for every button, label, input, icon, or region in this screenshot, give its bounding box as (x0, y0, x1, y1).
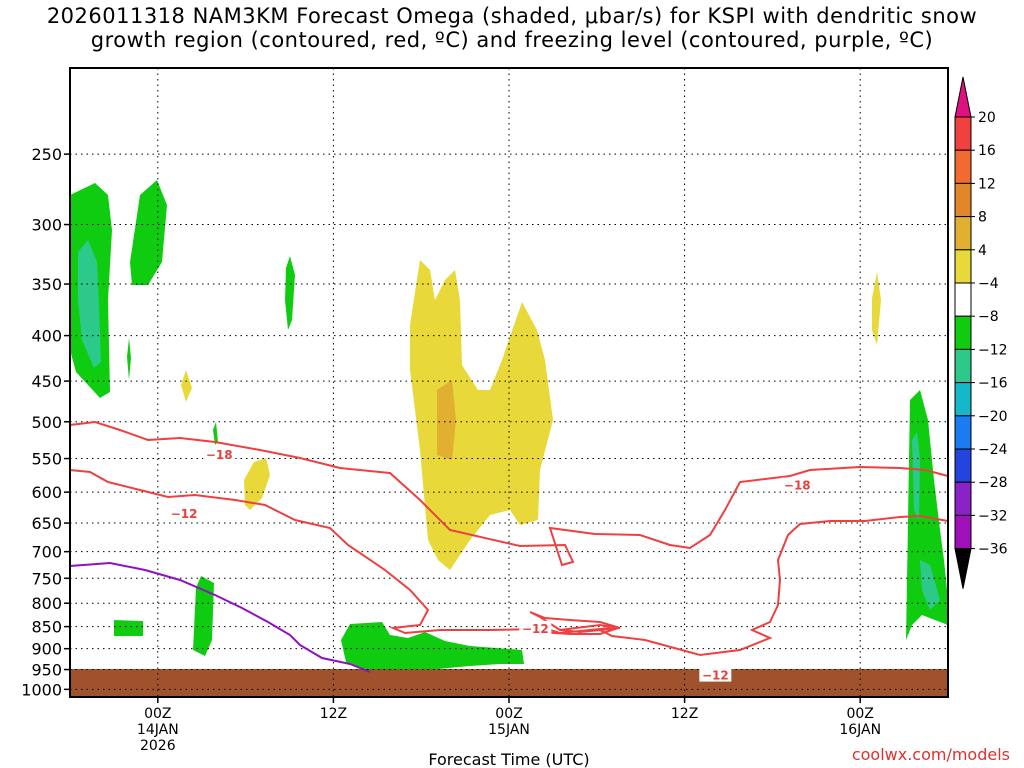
y-tick-label: 700 (31, 543, 62, 562)
omega-shade-area (920, 560, 940, 610)
title-line-2: growth region (contoured, red, ºC) and f… (90, 28, 934, 52)
y-tick-label: 800 (31, 594, 62, 613)
y-tick-label: 750 (31, 569, 62, 588)
x-tick-label: 2026 (140, 738, 176, 754)
y-tick-label: 1000 (21, 680, 62, 699)
colorbar-arrow-top (954, 76, 972, 118)
freezing-level-contour (69, 561, 371, 673)
x-axis-title: Forecast Time (UTC) (428, 750, 589, 768)
x-tick-label: 15JAN (488, 722, 530, 738)
omega-shade-area (912, 432, 920, 520)
credit-text: coolwx.com/models (851, 745, 1010, 764)
colorbar-label: −24 (978, 442, 1008, 458)
colorbar-label: 4 (978, 243, 987, 259)
x-tick-label: 14JAN (137, 722, 179, 738)
omega-shade-area (410, 260, 553, 570)
x-tick-label: 00Z (495, 706, 522, 722)
colorbar-label: 20 (978, 110, 996, 126)
dgz-contour-minus12 (69, 469, 949, 657)
contour-label-bg (519, 620, 552, 635)
x-tick-label: 12Z (671, 706, 698, 722)
dgz-contours (69, 420, 949, 657)
colorbar-label: −32 (978, 508, 1008, 524)
dgz-contour-minus12-low (539, 623, 619, 635)
y-tick-label: 900 (31, 640, 62, 659)
y-tick-label: 950 (31, 661, 62, 680)
omega-shade-area (213, 422, 218, 445)
omega-shade-area (244, 458, 270, 510)
dgz-contour-minus18 (69, 420, 949, 567)
colorbar-arrow-bottom (954, 548, 972, 589)
title-line-1: 2026011318 NAM3KM Forecast Omega (shaded… (46, 4, 978, 28)
colorbar-bin (954, 249, 972, 284)
omega-shade-area (114, 620, 143, 636)
y-tick-label: 350 (31, 275, 62, 294)
x-tick-label: 00Z (846, 706, 873, 722)
contour-label-bg (168, 506, 201, 521)
contour-label: −18 (784, 479, 811, 493)
colorbar-bin (954, 382, 972, 417)
colorbar-label: 12 (978, 176, 996, 192)
colorbar-label: −36 (978, 542, 1008, 558)
colorbar-bin (954, 448, 972, 483)
colorbar-bin (954, 481, 972, 516)
omega-shade-area (437, 380, 456, 460)
y-tick-label: 400 (31, 327, 62, 346)
omega-shade-area (78, 240, 101, 368)
colorbar-label: 8 (978, 210, 987, 226)
x-tick-label: 00Z (144, 706, 171, 722)
y-tick-label: 550 (31, 450, 62, 469)
colorbar-bin (954, 348, 972, 384)
y-tick-label: 500 (31, 413, 62, 432)
colorbar-label: −8 (978, 309, 999, 325)
contour-label: −18 (206, 448, 233, 462)
colorbar-bin (954, 216, 972, 251)
contour-label: −12 (702, 669, 729, 683)
y-axis: 250 300 350 400 450 500 550 600 650 700 750 800 850 9… (21, 145, 70, 699)
omega-shade-area (285, 256, 295, 330)
colorbar-label: 16 (978, 143, 996, 159)
colorbar-bin (954, 282, 972, 317)
chart-title: 2026011318 NAM3KM Forecast Omega (shaded… (0, 4, 1024, 52)
omega-shade-area (872, 272, 881, 345)
contour-label: −12 (171, 507, 198, 521)
y-tick-label: 650 (31, 514, 62, 533)
y-tick-label: 450 (31, 372, 62, 391)
y-tick-label: 850 (31, 618, 62, 637)
omega-colorbar: 20 16 12 8 4 −4 −8 −12 −16 −20 −24 −28 −32 −36 (954, 76, 1008, 589)
colorbar-bin (954, 415, 972, 450)
x-tick-label: 12Z (320, 706, 347, 722)
colorbar-label: −28 (978, 475, 1008, 491)
contour-label-bg (699, 667, 732, 682)
colorbar-bin (954, 116, 972, 151)
y-tick-label: 300 (31, 216, 62, 235)
y-tick-label: 600 (31, 483, 62, 502)
colorbar-label: −12 (978, 342, 1008, 358)
colorbar-label: −20 (978, 409, 1008, 425)
contour-label-bg (781, 477, 814, 492)
colorbar-bin (954, 315, 972, 350)
omega-shade-area (181, 370, 192, 402)
contour-label: −12 (522, 622, 549, 636)
contour-label-bg (203, 447, 236, 462)
y-tick-label: 250 (31, 145, 62, 164)
colorbar-bin (954, 514, 972, 550)
omega-shade-area (127, 338, 131, 380)
colorbar-bin (954, 182, 972, 218)
colorbar-bin (954, 149, 972, 184)
contour-labels: −18 −12 −12 −18 −12 (168, 447, 814, 683)
omega-shade-area (130, 180, 167, 285)
colorbar-label: −4 (978, 276, 999, 292)
x-tick-label: 16JAN (839, 722, 881, 738)
omega-shade-area (193, 576, 214, 656)
colorbar-label: −16 (978, 376, 1008, 392)
omega-shade-area (341, 622, 524, 671)
